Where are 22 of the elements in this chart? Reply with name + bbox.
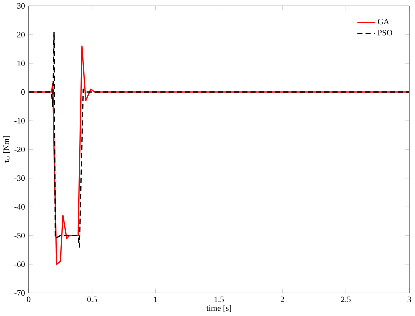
y-tick-label: -70	[14, 290, 25, 296]
y-tick-label: 30	[17, 4, 25, 10]
x-tick-label: 3	[408, 297, 412, 303]
y-tick-label: -60	[14, 262, 25, 268]
y-tick-label: 0	[22, 90, 25, 96]
y-axis-title: τ$_{ψ}$ [Nm]	[3, 136, 12, 164]
y-tick-label: 20	[17, 32, 25, 38]
y-tick-label: -10	[14, 118, 25, 124]
y-tick-label: -30	[14, 176, 25, 182]
x-tick-label: 1	[154, 297, 158, 302]
y-tick-label: 10	[18, 61, 25, 67]
y-tick-label: -20	[14, 147, 25, 153]
legend-label: PSO	[378, 30, 392, 36]
y-tick-label: -50	[14, 233, 25, 239]
legend-label: GA	[378, 19, 390, 25]
x-axis-title: time [s]	[206, 306, 232, 312]
x-tick-label: 0	[27, 297, 31, 303]
x-tick-label: 0.5	[88, 297, 98, 303]
y-tick-label: -40	[14, 204, 25, 210]
x-tick-label: 2.5	[341, 297, 351, 303]
x-tick-label: 2	[280, 297, 284, 302]
x-tick-label: 1.5	[214, 297, 224, 303]
